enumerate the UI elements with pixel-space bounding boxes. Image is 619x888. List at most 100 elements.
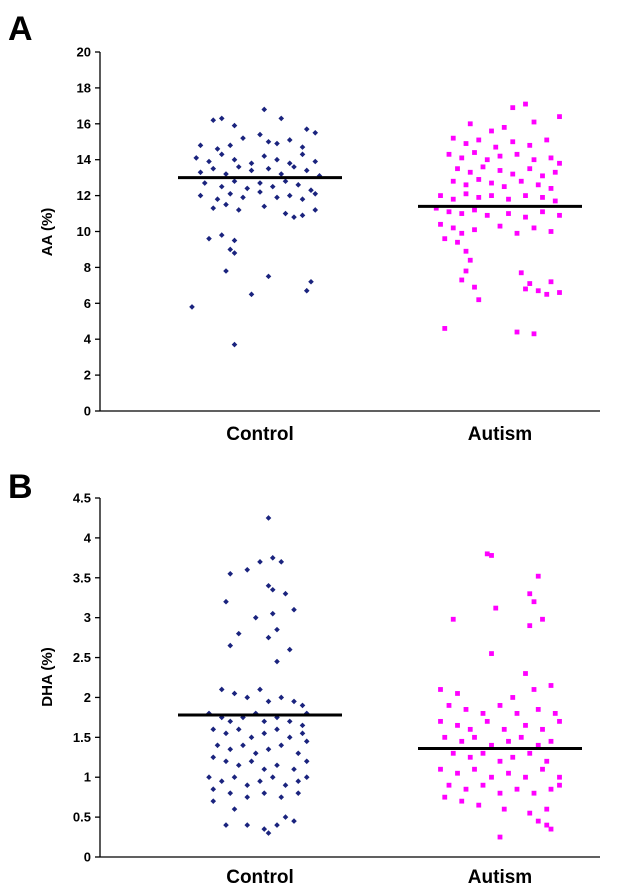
autism-point (480, 711, 486, 716)
control-point (286, 192, 293, 199)
control-point (231, 156, 238, 163)
control-point (316, 173, 323, 179)
control-point (291, 766, 297, 773)
autism-point (463, 786, 469, 792)
control-point (231, 237, 238, 244)
autism-point (497, 758, 503, 764)
control-point (278, 794, 285, 800)
panel-b-means (178, 713, 582, 751)
autism-point (501, 726, 507, 732)
autism-point (459, 738, 465, 744)
autism-point (489, 774, 494, 780)
control-point (223, 201, 229, 208)
autism-point (497, 168, 503, 173)
autism-point (535, 182, 541, 188)
control-point (235, 630, 242, 637)
control-point (282, 178, 289, 185)
control-point (206, 158, 212, 165)
control-point (218, 686, 225, 693)
control-point (257, 559, 263, 565)
autism-point (446, 209, 452, 215)
control-point (299, 730, 306, 737)
autism-point (535, 742, 541, 748)
control-point (303, 287, 310, 294)
control-point (274, 156, 280, 163)
control-point (295, 790, 302, 796)
autism-point (557, 114, 562, 120)
panel-a-category-autism: Autism (468, 424, 532, 445)
control-point (274, 194, 280, 201)
control-point (218, 115, 225, 122)
control-point (214, 146, 221, 152)
control-point (295, 778, 302, 785)
control-point (218, 778, 225, 785)
autism-point (514, 786, 520, 792)
autism-point (501, 124, 507, 130)
control-point (303, 758, 310, 765)
y-tick-label: 6 (84, 296, 91, 311)
autism-point (548, 786, 554, 792)
autism-point (552, 711, 558, 716)
autism-point (557, 774, 562, 780)
control-point (308, 278, 314, 285)
panel-b-category-autism: Autism (468, 867, 532, 888)
control-point (210, 798, 217, 804)
autism-point (535, 288, 541, 294)
autism-point (540, 194, 545, 200)
control-point (227, 746, 234, 753)
autism-point (518, 270, 524, 276)
control-point (231, 250, 238, 256)
autism-point (535, 818, 541, 824)
control-point (286, 137, 293, 143)
control-point (210, 117, 217, 124)
control-point (231, 774, 238, 781)
autism-point (459, 211, 465, 216)
autism-point (446, 703, 452, 708)
control-point (274, 140, 280, 147)
control-point (291, 164, 297, 170)
autism-point (446, 782, 452, 788)
autism-point (493, 605, 499, 611)
panel-a-category-control: Control (226, 424, 294, 445)
autism-point (497, 834, 503, 840)
control-point (274, 626, 280, 633)
autism-point (463, 191, 469, 197)
autism-point (476, 137, 482, 143)
autism-point (455, 239, 460, 245)
autism-point (527, 623, 533, 629)
autism-point (527, 810, 533, 816)
control-point (257, 686, 263, 693)
control-point (274, 726, 280, 733)
control-point (282, 814, 289, 820)
control-point (223, 598, 229, 605)
control-point (248, 734, 255, 741)
control-point (252, 614, 259, 621)
control-point (223, 171, 229, 177)
y-tick-label: 16 (77, 116, 91, 131)
autism-point (476, 194, 482, 200)
control-point (261, 203, 268, 210)
autism-point (518, 178, 524, 184)
y-tick-label: 0.5 (73, 810, 91, 825)
y-tick-label: 3.5 (73, 570, 91, 585)
autism-point (535, 707, 541, 712)
autism-point (548, 683, 554, 688)
control-point (244, 782, 251, 788)
autism-point (484, 551, 490, 557)
control-point (291, 818, 297, 824)
control-point (299, 212, 306, 219)
autism-point (450, 196, 456, 202)
y-tick-label: 12 (77, 188, 91, 203)
autism-point (523, 774, 528, 780)
control-point (261, 106, 268, 113)
autism-point (544, 137, 550, 143)
autism-point (438, 718, 443, 724)
y-tick-label: 3 (84, 610, 91, 625)
control-point (244, 794, 251, 800)
control-point (240, 742, 246, 749)
control-point (265, 515, 272, 521)
control-point (265, 830, 272, 836)
autism-point (438, 766, 443, 772)
panel-a-ylabel: AA (%) (39, 208, 56, 257)
control-point (278, 742, 285, 749)
